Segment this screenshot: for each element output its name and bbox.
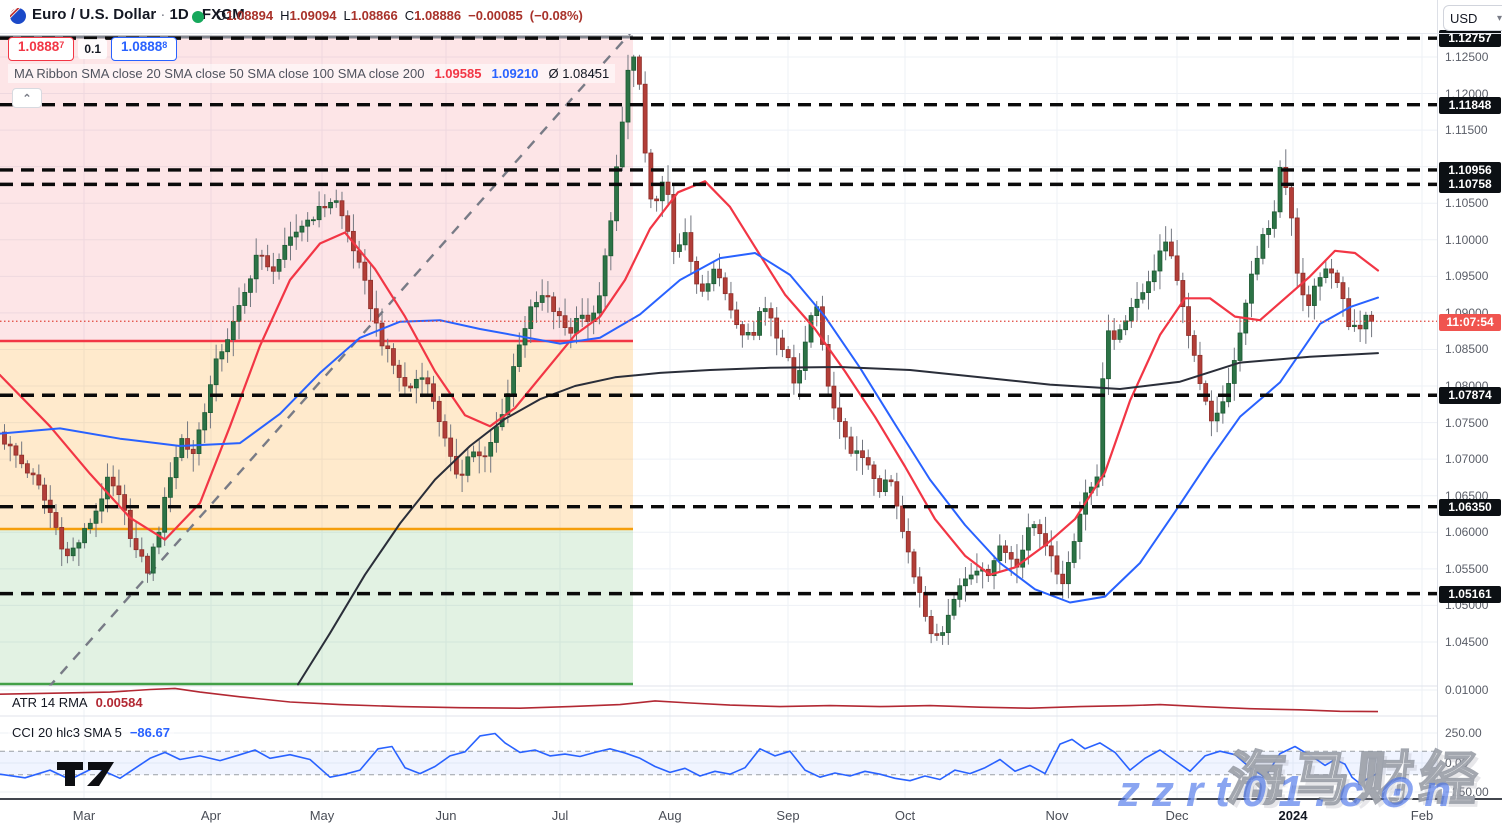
time-axis-label: Feb: [1410, 808, 1434, 823]
price-tick-label: 1.05500: [1445, 561, 1489, 576]
ma-ribbon-legend[interactable]: MA Ribbon SMA close 20 SMA close 50 SMA …: [8, 64, 616, 83]
price-tick-label: 1.11500: [1445, 123, 1488, 138]
time-axis-label: May: [309, 808, 335, 823]
trendline: [48, 34, 632, 686]
time-axis-label: Jul: [551, 808, 569, 823]
pane-tick-label: 0.01000: [1445, 683, 1489, 697]
sma200-line: [297, 352, 1379, 686]
price-tick-label: 1.10000: [1445, 232, 1489, 247]
cci-band: [0, 751, 1437, 775]
price-level-badge: 1.05161: [1439, 585, 1501, 603]
sma50-line: [0, 252, 1379, 604]
market-status-dot: [192, 11, 204, 23]
price-tick-label: 1.06000: [1445, 525, 1489, 540]
buy-button[interactable]: 1.0888 8: [111, 37, 178, 61]
time-axis-label: Dec: [1165, 808, 1189, 823]
cci-indicator-legend[interactable]: CCI 20 hlc3 SMA 5 −86.67: [8, 725, 174, 740]
spread-value: 0.1: [78, 39, 107, 59]
atr-indicator-legend[interactable]: ATR 14 RMA 0.00584: [8, 695, 147, 710]
sma20-line: [0, 180, 1380, 576]
price-level-badge: 1.12757: [1439, 30, 1501, 48]
sma20-value: 1.09585: [434, 66, 482, 81]
sma-average-value: Ø 1.08451: [548, 66, 610, 81]
bid-ask-row: 1.0888 7 0.1 1.0888 8: [8, 37, 178, 61]
price-tick-label: 1.10500: [1445, 196, 1489, 211]
chevron-down-icon: ▾: [1496, 12, 1502, 24]
price-level-badge: 1.07874: [1439, 387, 1501, 405]
sell-button[interactable]: 1.0888 7: [8, 37, 75, 61]
cci-value: −86.67: [129, 725, 170, 740]
price-tick-label: 1.07000: [1445, 452, 1489, 467]
price-tick-label: 1.12500: [1445, 50, 1489, 64]
time-axis-label: Jun: [435, 808, 457, 823]
price-level-badge: 1.11848: [1439, 96, 1501, 114]
time-axis-label: Apr: [200, 808, 222, 823]
pane-tick-label: 0.00: [1445, 756, 1469, 770]
price-level-badge: 1.06350: [1439, 498, 1501, 516]
bar-countdown-badge: 11:07:54: [1439, 314, 1501, 331]
price-level-badge: 1.10956: [1439, 161, 1501, 179]
sma50-value: 1.09210: [491, 66, 539, 81]
symbol-header: Euro / U.S. Dollar·1D·FXCM O1.08894H1.09…: [0, 0, 1437, 33]
pane-tick-label: −250.00: [1445, 785, 1489, 799]
currency-selector-dropdown[interactable]: USD ▾: [1443, 5, 1502, 31]
time-axis-label: Mar: [72, 808, 96, 823]
price-tick-label: 1.04500: [1445, 634, 1489, 649]
time-axis-label: 2024: [1278, 808, 1308, 823]
collapse-legend-button[interactable]: ⌃: [12, 88, 42, 108]
price-tick-label: 1.08500: [1445, 342, 1489, 357]
price-tick-label: 1.09500: [1445, 269, 1489, 284]
header-divider: [0, 33, 1502, 34]
watermark-site: zzrt01.c⊙n: [1118, 767, 1464, 816]
atr-value: 0.00584: [95, 695, 143, 710]
price-level-badge: 1.10758: [1439, 176, 1501, 194]
candles: [2, 54, 1374, 645]
tradingview-logo[interactable]: [55, 758, 123, 788]
key-levels: [0, 36, 1437, 596]
price-axis[interactable]: 1.12500 1.12000 1.11500 1.10500 1.10000 1.095…: [1437, 0, 1502, 799]
grid: [0, 34, 1437, 798]
pivot-zones: [0, 35, 633, 686]
time-axis-label: Sep: [776, 808, 800, 823]
time-axis-label: Nov: [1045, 808, 1069, 823]
time-axis[interactable]: Mar Apr May Jun Jul Aug Sep Oct Nov Dec 2024 Feb: [0, 798, 1502, 832]
time-axis-label: Aug: [658, 808, 682, 823]
ohlc-values: O1.08894 H1.09094 L1.08866 C1.08886 −0.00085…: [216, 8, 583, 23]
time-axis-label: Oct: [894, 808, 916, 823]
price-tick-label: 1.07500: [1445, 415, 1489, 430]
pane-tick-label: 250.00: [1445, 726, 1482, 740]
atr-line: [0, 687, 1379, 713]
symbol-title[interactable]: Euro / U.S. Dollar·1D·FXCM: [32, 6, 245, 23]
currency-pair-icon: [10, 8, 26, 24]
cci-line: [0, 732, 1379, 785]
